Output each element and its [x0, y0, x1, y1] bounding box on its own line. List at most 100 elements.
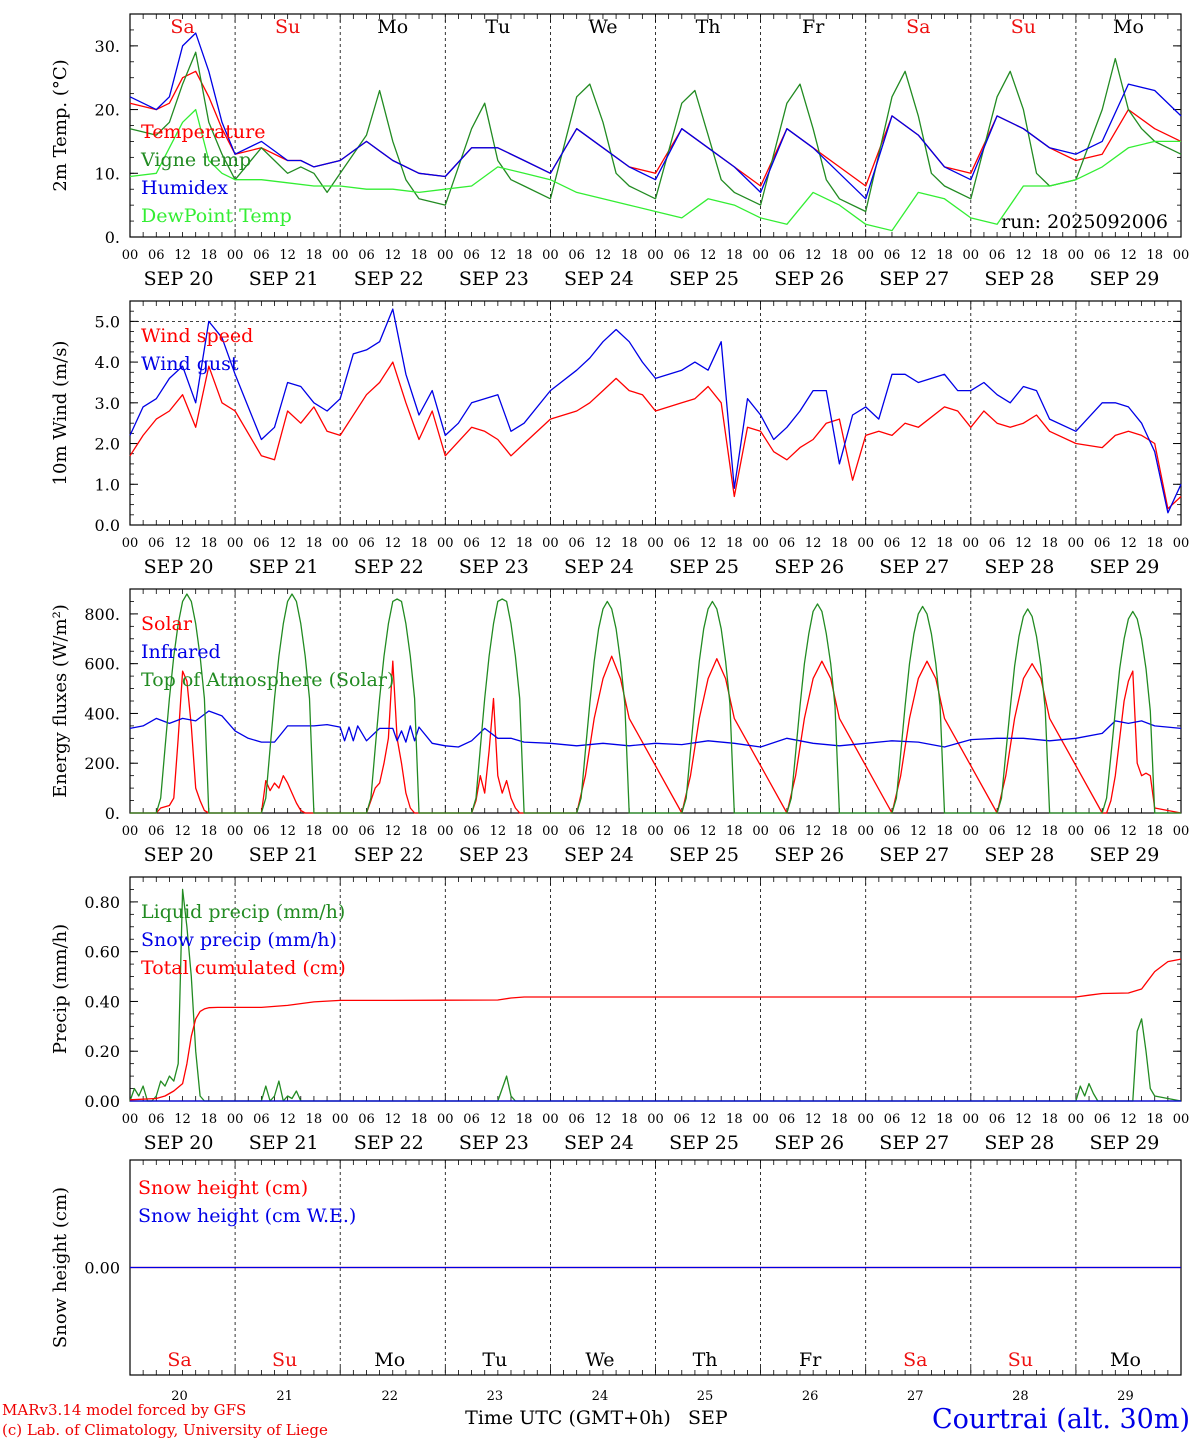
hour-tick-label: 18 [831, 1112, 848, 1127]
day-name: Sa [903, 1349, 927, 1371]
day-name: Mo [1110, 1349, 1141, 1371]
hour-tick-label: 00 [1068, 536, 1085, 551]
date-label: SEP 21 [249, 556, 319, 578]
y-axis-label: Precip (mm/h) [50, 924, 71, 1054]
hour-tick-label: 00 [227, 536, 244, 551]
hour-tick-label: 06 [253, 1112, 270, 1127]
hour-tick-label: 12 [910, 248, 927, 263]
hour-tick-label: 12 [805, 1112, 822, 1127]
y-tick-label: 0.60 [84, 943, 120, 962]
hour-tick-label: 06 [463, 824, 480, 839]
hour-tick-label: 00 [122, 824, 139, 839]
hour-tick-label: 12 [384, 1112, 401, 1127]
hour-tick-label: 18 [1146, 1112, 1163, 1127]
hour-tick-label: 12 [1120, 1112, 1137, 1127]
hour-tick-label: 06 [1094, 248, 1111, 263]
date-label: SEP 27 [879, 556, 949, 578]
day-number-label: 29 [1117, 1389, 1134, 1404]
date-label: SEP 22 [354, 844, 424, 866]
day-number-label: 24 [592, 1389, 609, 1404]
hour-tick-label: 06 [463, 1112, 480, 1127]
hour-tick-label: 18 [936, 1112, 953, 1127]
hour-tick-label: 12 [805, 248, 822, 263]
series-line-infrared [129, 710, 1182, 748]
day-name: Mo [374, 1349, 405, 1371]
legend-entry: Infrared [141, 641, 221, 663]
hour-tick-label: 00 [437, 824, 454, 839]
hour-tick-label: 18 [726, 824, 743, 839]
hour-tick-label: 06 [674, 248, 691, 263]
hour-tick-label: 06 [779, 248, 796, 263]
legend-entry: Temperature [141, 121, 265, 143]
hour-tick-label: 12 [174, 1112, 191, 1127]
hour-tick-label: 12 [384, 824, 401, 839]
hour-tick-label: 06 [779, 1112, 796, 1127]
day-name: Sa [170, 16, 194, 38]
hour-tick-label: 00 [437, 248, 454, 263]
hour-tick-label: 00 [963, 824, 980, 839]
copyright: (c) Lab. of Climatology, University of L… [2, 1421, 328, 1439]
hour-tick-label: 00 [332, 1112, 349, 1127]
y-tick-label: 0.00 [84, 1092, 120, 1111]
date-label: SEP 23 [459, 556, 529, 578]
hour-tick-label: 00 [647, 824, 664, 839]
y-tick-label: 0.0 [95, 516, 120, 535]
day-name: Su [272, 1349, 297, 1371]
hour-tick-label: 00 [647, 1112, 664, 1127]
hour-tick-label: 00 [1173, 248, 1190, 263]
y-axis-label: Energy fluxes (W/m²) [50, 604, 71, 798]
hour-tick-label: 18 [411, 536, 428, 551]
day-name: Tu [485, 16, 510, 38]
hour-tick-label: 00 [647, 536, 664, 551]
hour-tick-label: 12 [910, 824, 927, 839]
hour-tick-label: 06 [463, 536, 480, 551]
hour-tick-label: 06 [779, 824, 796, 839]
hour-tick-label: 18 [1146, 248, 1163, 263]
y-axis-label: Snow height (cm) [50, 1187, 71, 1348]
hour-tick-label: 06 [1094, 536, 1111, 551]
date-label: SEP 25 [669, 844, 739, 866]
hour-tick-label: 06 [568, 248, 585, 263]
hour-tick-label: 12 [805, 536, 822, 551]
hour-tick-label: 00 [963, 536, 980, 551]
day-number-label: 22 [381, 1389, 398, 1404]
hour-tick-label: 06 [568, 536, 585, 551]
hour-tick-label: 12 [490, 824, 507, 839]
hour-tick-label: 00 [1173, 824, 1190, 839]
date-label: SEP 21 [249, 1132, 319, 1154]
hour-tick-label: 06 [253, 824, 270, 839]
hour-tick-label: 18 [516, 248, 533, 263]
hour-tick-label: 00 [752, 824, 769, 839]
legend-entry: Total cumulated (cm) [141, 957, 346, 979]
hour-tick-label: 06 [358, 536, 375, 551]
day-number-label: 21 [276, 1389, 293, 1404]
hour-tick-label: 00 [963, 248, 980, 263]
hour-tick-label: 06 [989, 1112, 1006, 1127]
date-label: SEP 25 [669, 556, 739, 578]
hour-tick-label: 18 [621, 1112, 638, 1127]
day-number-label: 20 [171, 1389, 188, 1404]
y-tick-label: 0.80 [84, 893, 120, 912]
hour-tick-label: 06 [148, 1112, 165, 1127]
date-label: SEP 22 [354, 268, 424, 290]
hour-tick-label: 18 [1041, 1112, 1058, 1127]
hour-tick-label: 12 [279, 1112, 296, 1127]
date-label: SEP 20 [144, 844, 214, 866]
x-axis-month: SEP [688, 1407, 728, 1429]
hour-tick-label: 18 [1041, 248, 1058, 263]
legend-entry: Solar [141, 613, 193, 635]
date-label: SEP 28 [984, 268, 1054, 290]
model-credit: MARv3.14 model forced by GFS [2, 1401, 246, 1419]
hour-tick-label: 06 [989, 248, 1006, 263]
y-tick-label: 600. [84, 655, 120, 674]
y-tick-label: 1.0 [95, 475, 120, 494]
day-name: We [588, 16, 617, 38]
hour-tick-label: 12 [279, 824, 296, 839]
hour-tick-label: 12 [279, 248, 296, 263]
date-label: SEP 23 [459, 1132, 529, 1154]
hour-tick-label: 00 [227, 1112, 244, 1127]
hour-tick-label: 00 [752, 536, 769, 551]
date-label: SEP 27 [879, 1132, 949, 1154]
day-number-label: 26 [802, 1389, 819, 1404]
hour-tick-label: 12 [700, 248, 717, 263]
